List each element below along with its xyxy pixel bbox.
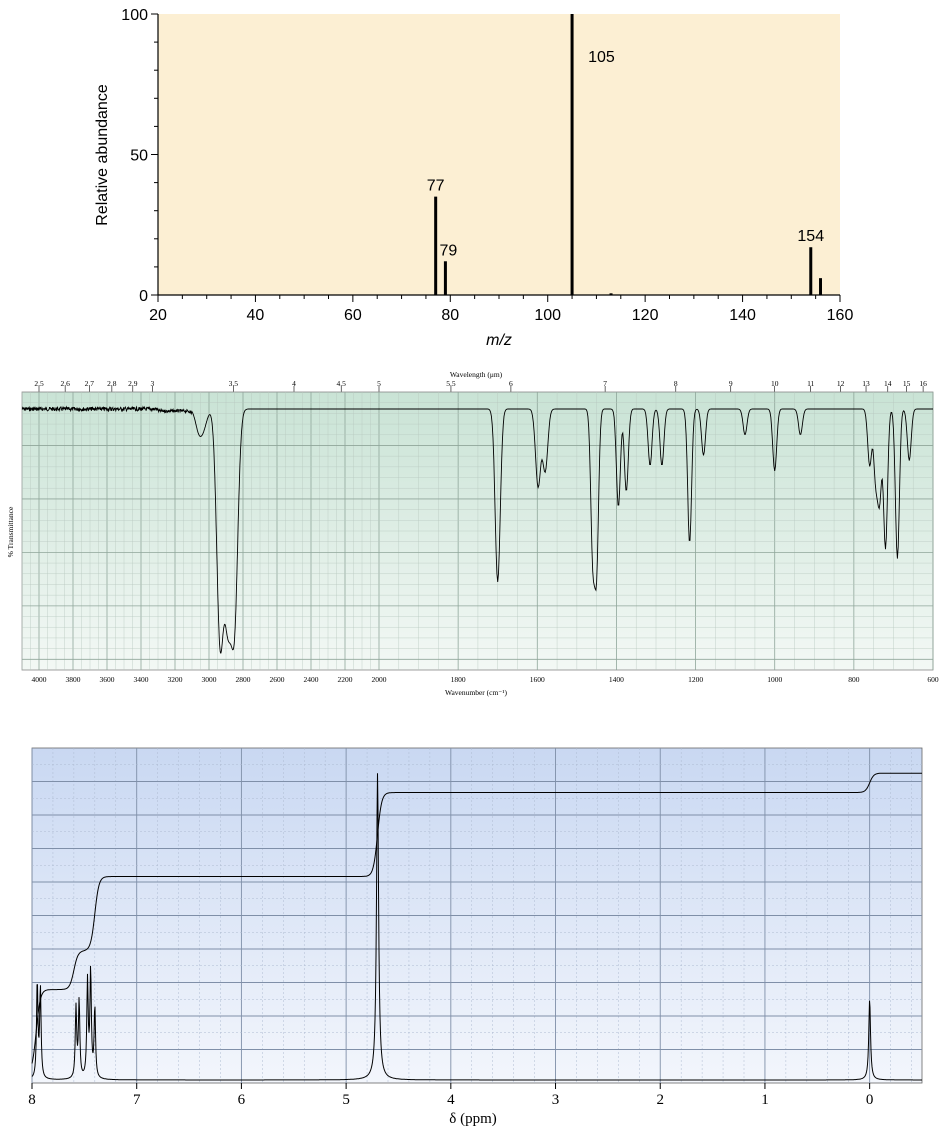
nmr-x-tick-label: 7 xyxy=(133,1092,141,1108)
ir-wavelength-tick-label: 4.5 xyxy=(337,379,347,388)
ir-x-axis-label: Wavenumber (cm⁻¹) xyxy=(445,688,508,697)
ms-peak-label: 79 xyxy=(440,242,458,259)
ir-wavenumber-tick-label: 2400 xyxy=(304,675,319,684)
ir-wavelength-tick-label: 2.9 xyxy=(128,379,138,388)
nmr-integral-trace xyxy=(31,772,922,1064)
ir-wavenumber-tick-label: 3200 xyxy=(168,675,183,684)
ir-wavenumber-tick-label: 2600 xyxy=(270,675,285,684)
ir-wavenumber-tick-label: 3600 xyxy=(100,675,115,684)
ms-peaks: 77 79 105 154 xyxy=(427,14,824,295)
mass-spectrum-chart: 77 79 105 154 20 40 60 80 100 120 140 160 0 50 100 m… xyxy=(94,7,853,349)
ir-wavelength-tick-label: 10 xyxy=(771,379,779,388)
ir-wavelength-tick-label: 2.7 xyxy=(85,379,95,388)
ms-x-tick-label: 100 xyxy=(534,307,561,324)
ir-wavenumber-tick-label: 1400 xyxy=(609,675,624,684)
ir-wavenumber-tick-label: 600 xyxy=(927,675,939,684)
ms-x-tick-label: 60 xyxy=(344,307,362,324)
ms-x-tick-label: 80 xyxy=(441,307,459,324)
nmr-grid xyxy=(31,748,922,1083)
nmr-x-tick-label: 5 xyxy=(342,1092,350,1108)
nmr-x-tick-label: 0 xyxy=(866,1092,874,1108)
nmr-x-tick-label: 4 xyxy=(447,1092,455,1108)
ir-wavelength-tick-label: 2.8 xyxy=(107,379,117,388)
ir-wavenumber-tick-label: 1600 xyxy=(530,675,545,684)
ir-wavelength-tick-label: 13 xyxy=(862,379,870,388)
ms-x-tick-labels: 20 40 60 80 100 120 140 160 xyxy=(149,307,853,324)
ir-wavelength-tick-labels: 2.5 2.6 2.7 2.8 2.9 3 3.5 4 4.5 5 5.5 6 7 8 9 10 11 12 13 1… xyxy=(34,379,927,392)
ir-wavenumber-tick-label: 4000 xyxy=(32,675,47,684)
ir-wavenumber-tick-label: 3000 xyxy=(202,675,217,684)
ms-y-tick-labels: 0 50 100 xyxy=(121,7,148,305)
ir-wavelength-tick-label: 12 xyxy=(837,379,845,388)
ms-x-tick-label: 140 xyxy=(729,307,756,324)
nmr-spectrum-chart: 8 7 6 5 4 3 2 1 0 δ (ppm) xyxy=(28,747,923,1127)
ir-wavenumber-tick-label: 800 xyxy=(848,675,860,684)
nmr-x-tick-label: 1 xyxy=(761,1092,769,1108)
ir-wavelength-tick-label: 9 xyxy=(729,379,733,388)
ir-wavenumber-tick-labels: 4000 3800 3600 3400 3200 3000 2800 2600 2400 2200… xyxy=(32,675,939,684)
ir-wavenumber-tick-label: 1000 xyxy=(767,675,782,684)
nmr-x-tick-label: 8 xyxy=(28,1092,36,1108)
ms-y-tick-label: 50 xyxy=(130,148,148,165)
ir-grid xyxy=(21,392,934,670)
ir-wavenumber-tick-label: 2000 xyxy=(372,675,387,684)
ms-ticks xyxy=(151,13,841,302)
ir-wavelength-tick-label: 8 xyxy=(674,379,678,388)
ir-wavelength-tick-label: 16 xyxy=(919,379,927,388)
ir-wavelength-tick-label: 7 xyxy=(603,379,607,388)
ir-transmittance-trace xyxy=(21,405,933,654)
ms-x-tick-label: 120 xyxy=(632,307,659,324)
ir-wavelength-tick-label: 5.5 xyxy=(446,379,456,388)
ir-wavelength-tick-label: 3 xyxy=(150,379,154,388)
ms-y-axis-label: Relative abundance xyxy=(94,84,111,226)
nmr-x-tick-labels: 8 7 6 5 4 3 2 1 0 xyxy=(28,1083,873,1108)
ir-wavenumber-tick-label: 3400 xyxy=(134,675,149,684)
ms-y-tick-label: 0 xyxy=(139,288,148,305)
ir-wavelength-tick-label: 14 xyxy=(884,379,892,388)
nmr-x-tick-label: 2 xyxy=(656,1092,664,1108)
ir-wavelength-tick-label: 3.5 xyxy=(229,379,239,388)
ms-peak-label: 77 xyxy=(427,178,445,195)
nmr-x-tick-label: 3 xyxy=(552,1092,560,1108)
ir-wavelength-tick-label: 6 xyxy=(509,379,513,388)
nmr-x-axis-label: δ (ppm) xyxy=(449,1111,496,1127)
ir-wavelength-tick-label: 5 xyxy=(377,379,381,388)
ms-x-tick-label: 20 xyxy=(149,307,167,324)
ms-x-tick-label: 160 xyxy=(827,307,854,324)
nmr-spectrum-trace xyxy=(31,773,922,1081)
nmr-x-tick-label: 6 xyxy=(238,1092,246,1108)
ir-wavelength-tick-label: 11 xyxy=(807,379,814,388)
ms-x-axis-label: m/z xyxy=(486,332,512,349)
ms-x-tick-label: 40 xyxy=(247,307,265,324)
ir-wavelength-axis-title: Wavelength (μm) xyxy=(450,370,503,379)
ir-y-axis-label: % Transmittance xyxy=(6,506,15,557)
ir-wavenumber-tick-label: 1200 xyxy=(688,675,703,684)
ms-peak-label: 154 xyxy=(797,228,824,245)
ir-wavenumber-tick-label: 2200 xyxy=(338,675,353,684)
ms-y-tick-label: 100 xyxy=(121,7,148,24)
ir-wavelength-tick-label: 2.5 xyxy=(34,379,44,388)
ir-wavenumber-tick-label: 3800 xyxy=(66,675,81,684)
ir-wavelength-tick-label: 4 xyxy=(292,379,296,388)
ir-wavelength-tick-label: 15 xyxy=(903,379,911,388)
ir-wavelength-tick-label: 2.6 xyxy=(60,379,70,388)
ms-plot-background xyxy=(158,14,840,295)
ir-wavenumber-tick-label: 2800 xyxy=(236,675,251,684)
ir-wavenumber-tick-label: 1800 xyxy=(451,675,466,684)
ir-spectrum-chart: Wavelength (μm) 2.5 2.6 2.7 2.8 2.9 3 3.5 4 4.5 5… xyxy=(6,370,939,697)
ms-peak-label: 105 xyxy=(588,49,615,66)
